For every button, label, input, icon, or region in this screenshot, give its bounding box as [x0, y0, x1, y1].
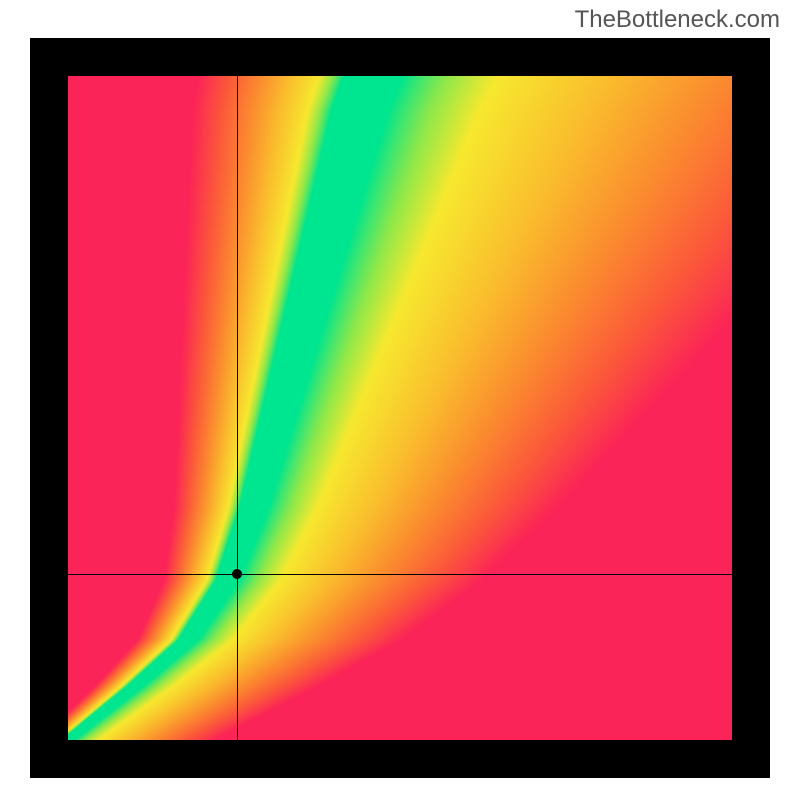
crosshair-horizontal: [68, 574, 732, 575]
watermark-text: TheBottleneck.com: [575, 6, 780, 34]
marker-dot: [232, 569, 242, 579]
chart-root: TheBottleneck.com: [0, 0, 800, 800]
crosshair-vertical: [237, 76, 238, 740]
plot-area: [68, 76, 732, 740]
heatmap-canvas: [68, 76, 732, 740]
chart-frame: [30, 38, 770, 778]
